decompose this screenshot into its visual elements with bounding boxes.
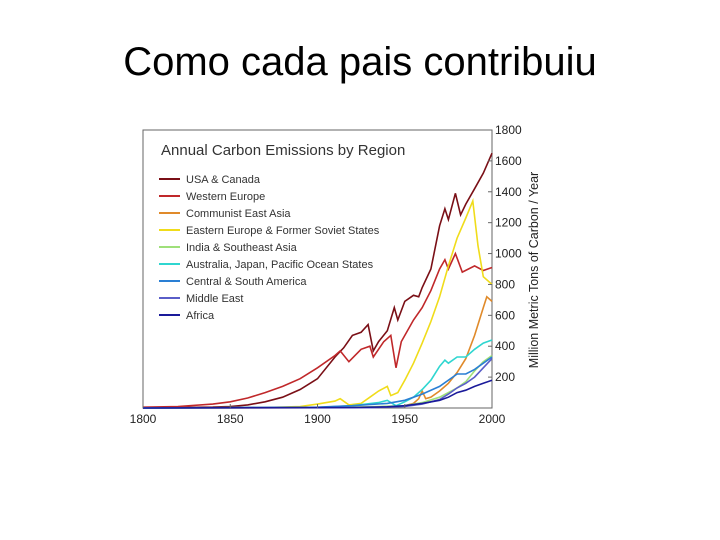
legend-label: Australia, Japan, Pacific Ocean States (186, 259, 374, 271)
legend-label: Middle East (186, 293, 243, 305)
y-tick-label: 1600 (495, 154, 522, 168)
series-line-6 (142, 339, 493, 409)
y-tick-label: 800 (495, 277, 515, 291)
y-axis-label: Million Metric Tons of Carbon / Year (527, 172, 541, 368)
series-line-4 (142, 197, 493, 409)
legend-label: Communist East Asia (186, 208, 291, 220)
legend-label: India & Southeast Asia (186, 242, 298, 254)
x-tick-label: 1850 (217, 412, 244, 426)
series-line-2 (142, 251, 493, 408)
x-tick-label: 2000 (479, 412, 506, 426)
y-tick-label: 1200 (495, 216, 522, 230)
plot-area (142, 129, 493, 409)
series-line-7 (142, 356, 493, 409)
x-tick-label: 1900 (304, 412, 331, 426)
x-tick-label: 1950 (391, 412, 418, 426)
legend: USA & Canada Western Europe Communist East… (159, 174, 380, 322)
x-axis: 1800 1850 1900 1950 2000 (130, 404, 506, 426)
y-tick-label: 1000 (495, 247, 522, 261)
chart-title: Annual Carbon Emissions by Region (161, 142, 405, 159)
legend-label: USA & Canada (186, 174, 261, 186)
legend-label: Eastern Europe & Former Soviet States (186, 225, 380, 237)
slide-title: Como cada pais contribuiu (123, 40, 597, 84)
y-axis: 200 400 600 800 1000 1200 1400 1600 1800 (488, 123, 522, 384)
legend-label: Central & South America (186, 276, 307, 288)
x-tick-label: 1800 (130, 412, 157, 426)
series-layer (142, 152, 493, 409)
series-line-9 (142, 379, 493, 409)
y-tick-label: 600 (495, 308, 515, 322)
legend-label: Western Europe (186, 191, 265, 203)
y-tick-label: 400 (495, 339, 515, 353)
legend-label: Africa (186, 310, 215, 322)
series-line-1 (142, 152, 493, 409)
y-tick-label: 200 (495, 370, 515, 384)
y-tick-label: 1800 (495, 123, 522, 137)
y-tick-label: 1400 (495, 185, 522, 199)
